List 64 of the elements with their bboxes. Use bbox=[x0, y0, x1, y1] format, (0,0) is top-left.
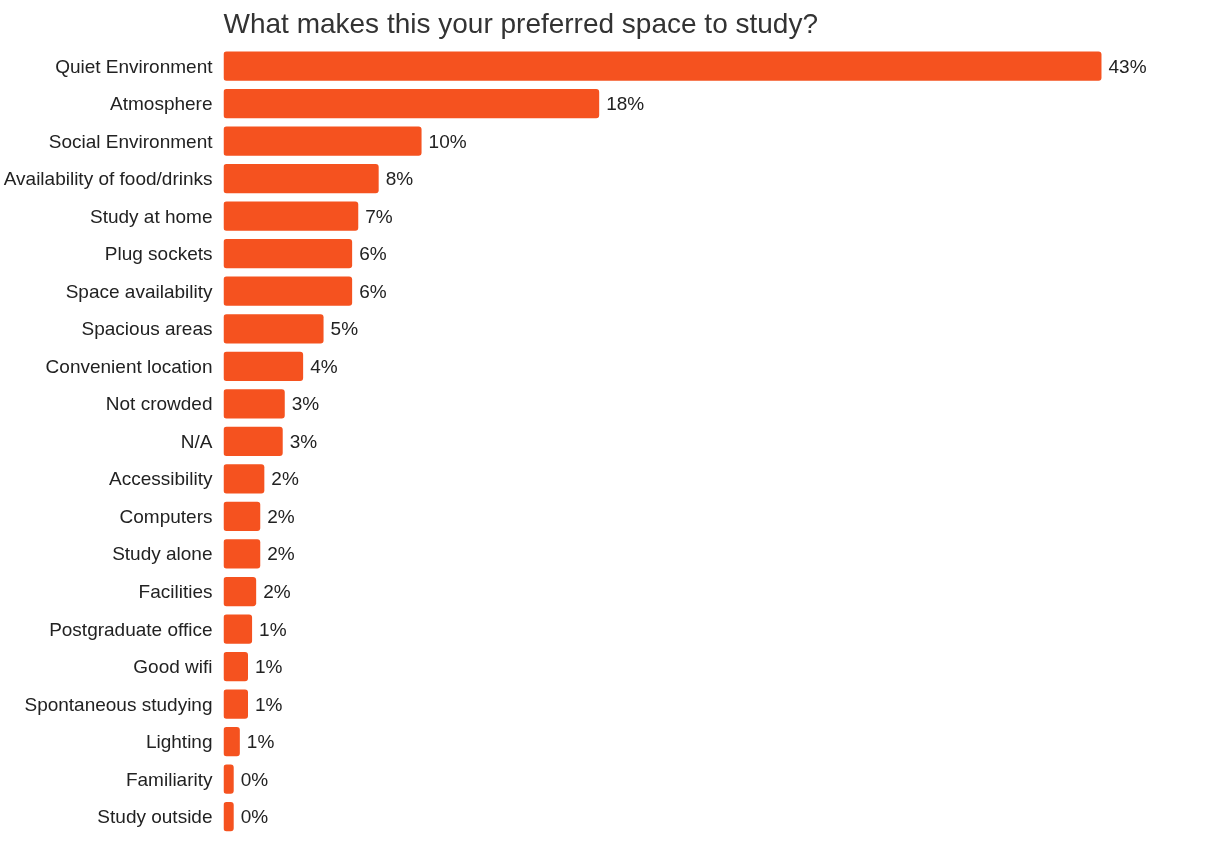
y-tick-label: Computers bbox=[119, 505, 213, 527]
y-tick-label: Availability of food/drinks bbox=[3, 168, 213, 190]
bar bbox=[223, 201, 359, 231]
y-tick-label: Spontaneous studying bbox=[24, 693, 213, 715]
data-label: 6% bbox=[359, 243, 387, 265]
y-tick-label: Study outside bbox=[97, 806, 213, 828]
y-tick-label: Familiarity bbox=[125, 768, 213, 790]
bar bbox=[223, 614, 253, 644]
data-label: 5% bbox=[330, 318, 359, 340]
bar bbox=[223, 764, 234, 794]
y-tick-label: Plug sockets bbox=[104, 243, 213, 265]
bar bbox=[223, 802, 234, 832]
data-label: 3% bbox=[291, 393, 320, 415]
bar bbox=[223, 539, 261, 569]
data-label: 0% bbox=[240, 806, 269, 828]
data-label: 1% bbox=[246, 731, 275, 753]
data-label: 43% bbox=[1108, 55, 1147, 77]
y-tick-label: Good wifi bbox=[133, 656, 213, 678]
bar bbox=[223, 276, 353, 306]
data-label: 2% bbox=[263, 581, 291, 603]
data-label: 0% bbox=[240, 768, 269, 790]
bar bbox=[223, 51, 1102, 81]
y-tick-label: Spacious areas bbox=[81, 318, 213, 340]
bar bbox=[223, 314, 324, 344]
data-label: 4% bbox=[310, 355, 338, 377]
data-label: 18% bbox=[606, 93, 645, 115]
y-tick-label: Facilities bbox=[138, 581, 213, 603]
y-tick-label: Postgraduate office bbox=[49, 618, 213, 640]
data-label: 1% bbox=[255, 656, 283, 678]
data-label: 8% bbox=[385, 168, 414, 190]
bar bbox=[223, 126, 422, 156]
data-label: 3% bbox=[289, 430, 318, 452]
y-tick-label: Space availability bbox=[65, 280, 213, 302]
bar bbox=[223, 351, 304, 381]
data-label: 2% bbox=[267, 505, 295, 527]
bar bbox=[223, 576, 257, 607]
bar bbox=[223, 426, 283, 457]
y-tick-label: Atmosphere bbox=[110, 93, 213, 115]
y-tick-label: Lighting bbox=[145, 731, 213, 753]
bar bbox=[223, 501, 261, 532]
bar bbox=[223, 464, 265, 494]
bar bbox=[223, 88, 600, 119]
data-label: 1% bbox=[259, 618, 287, 640]
y-tick-label: Quiet Environment bbox=[55, 55, 214, 77]
bar bbox=[223, 239, 353, 269]
data-label: 6% bbox=[359, 280, 387, 302]
bar bbox=[223, 651, 248, 682]
y-tick-label: Social Environment bbox=[48, 130, 214, 152]
y-tick-label: Study alone bbox=[112, 543, 213, 565]
bar bbox=[223, 163, 379, 194]
y-tick-label: Convenient location bbox=[45, 355, 213, 377]
data-label: 7% bbox=[365, 205, 393, 227]
chart-title: What makes this your preferred space to study? bbox=[223, 7, 818, 39]
data-label: 2% bbox=[271, 468, 299, 490]
bar bbox=[223, 689, 248, 719]
bar bbox=[223, 727, 240, 757]
bar bbox=[223, 389, 285, 419]
data-label: 10% bbox=[428, 130, 467, 152]
y-tick-label: N/A bbox=[180, 430, 213, 452]
y-tick-label: Not crowded bbox=[105, 393, 213, 415]
y-tick-label: Accessibility bbox=[109, 468, 213, 490]
data-label: 2% bbox=[267, 543, 295, 565]
y-tick-label: Study at home bbox=[89, 205, 213, 227]
data-label: 1% bbox=[255, 693, 283, 715]
